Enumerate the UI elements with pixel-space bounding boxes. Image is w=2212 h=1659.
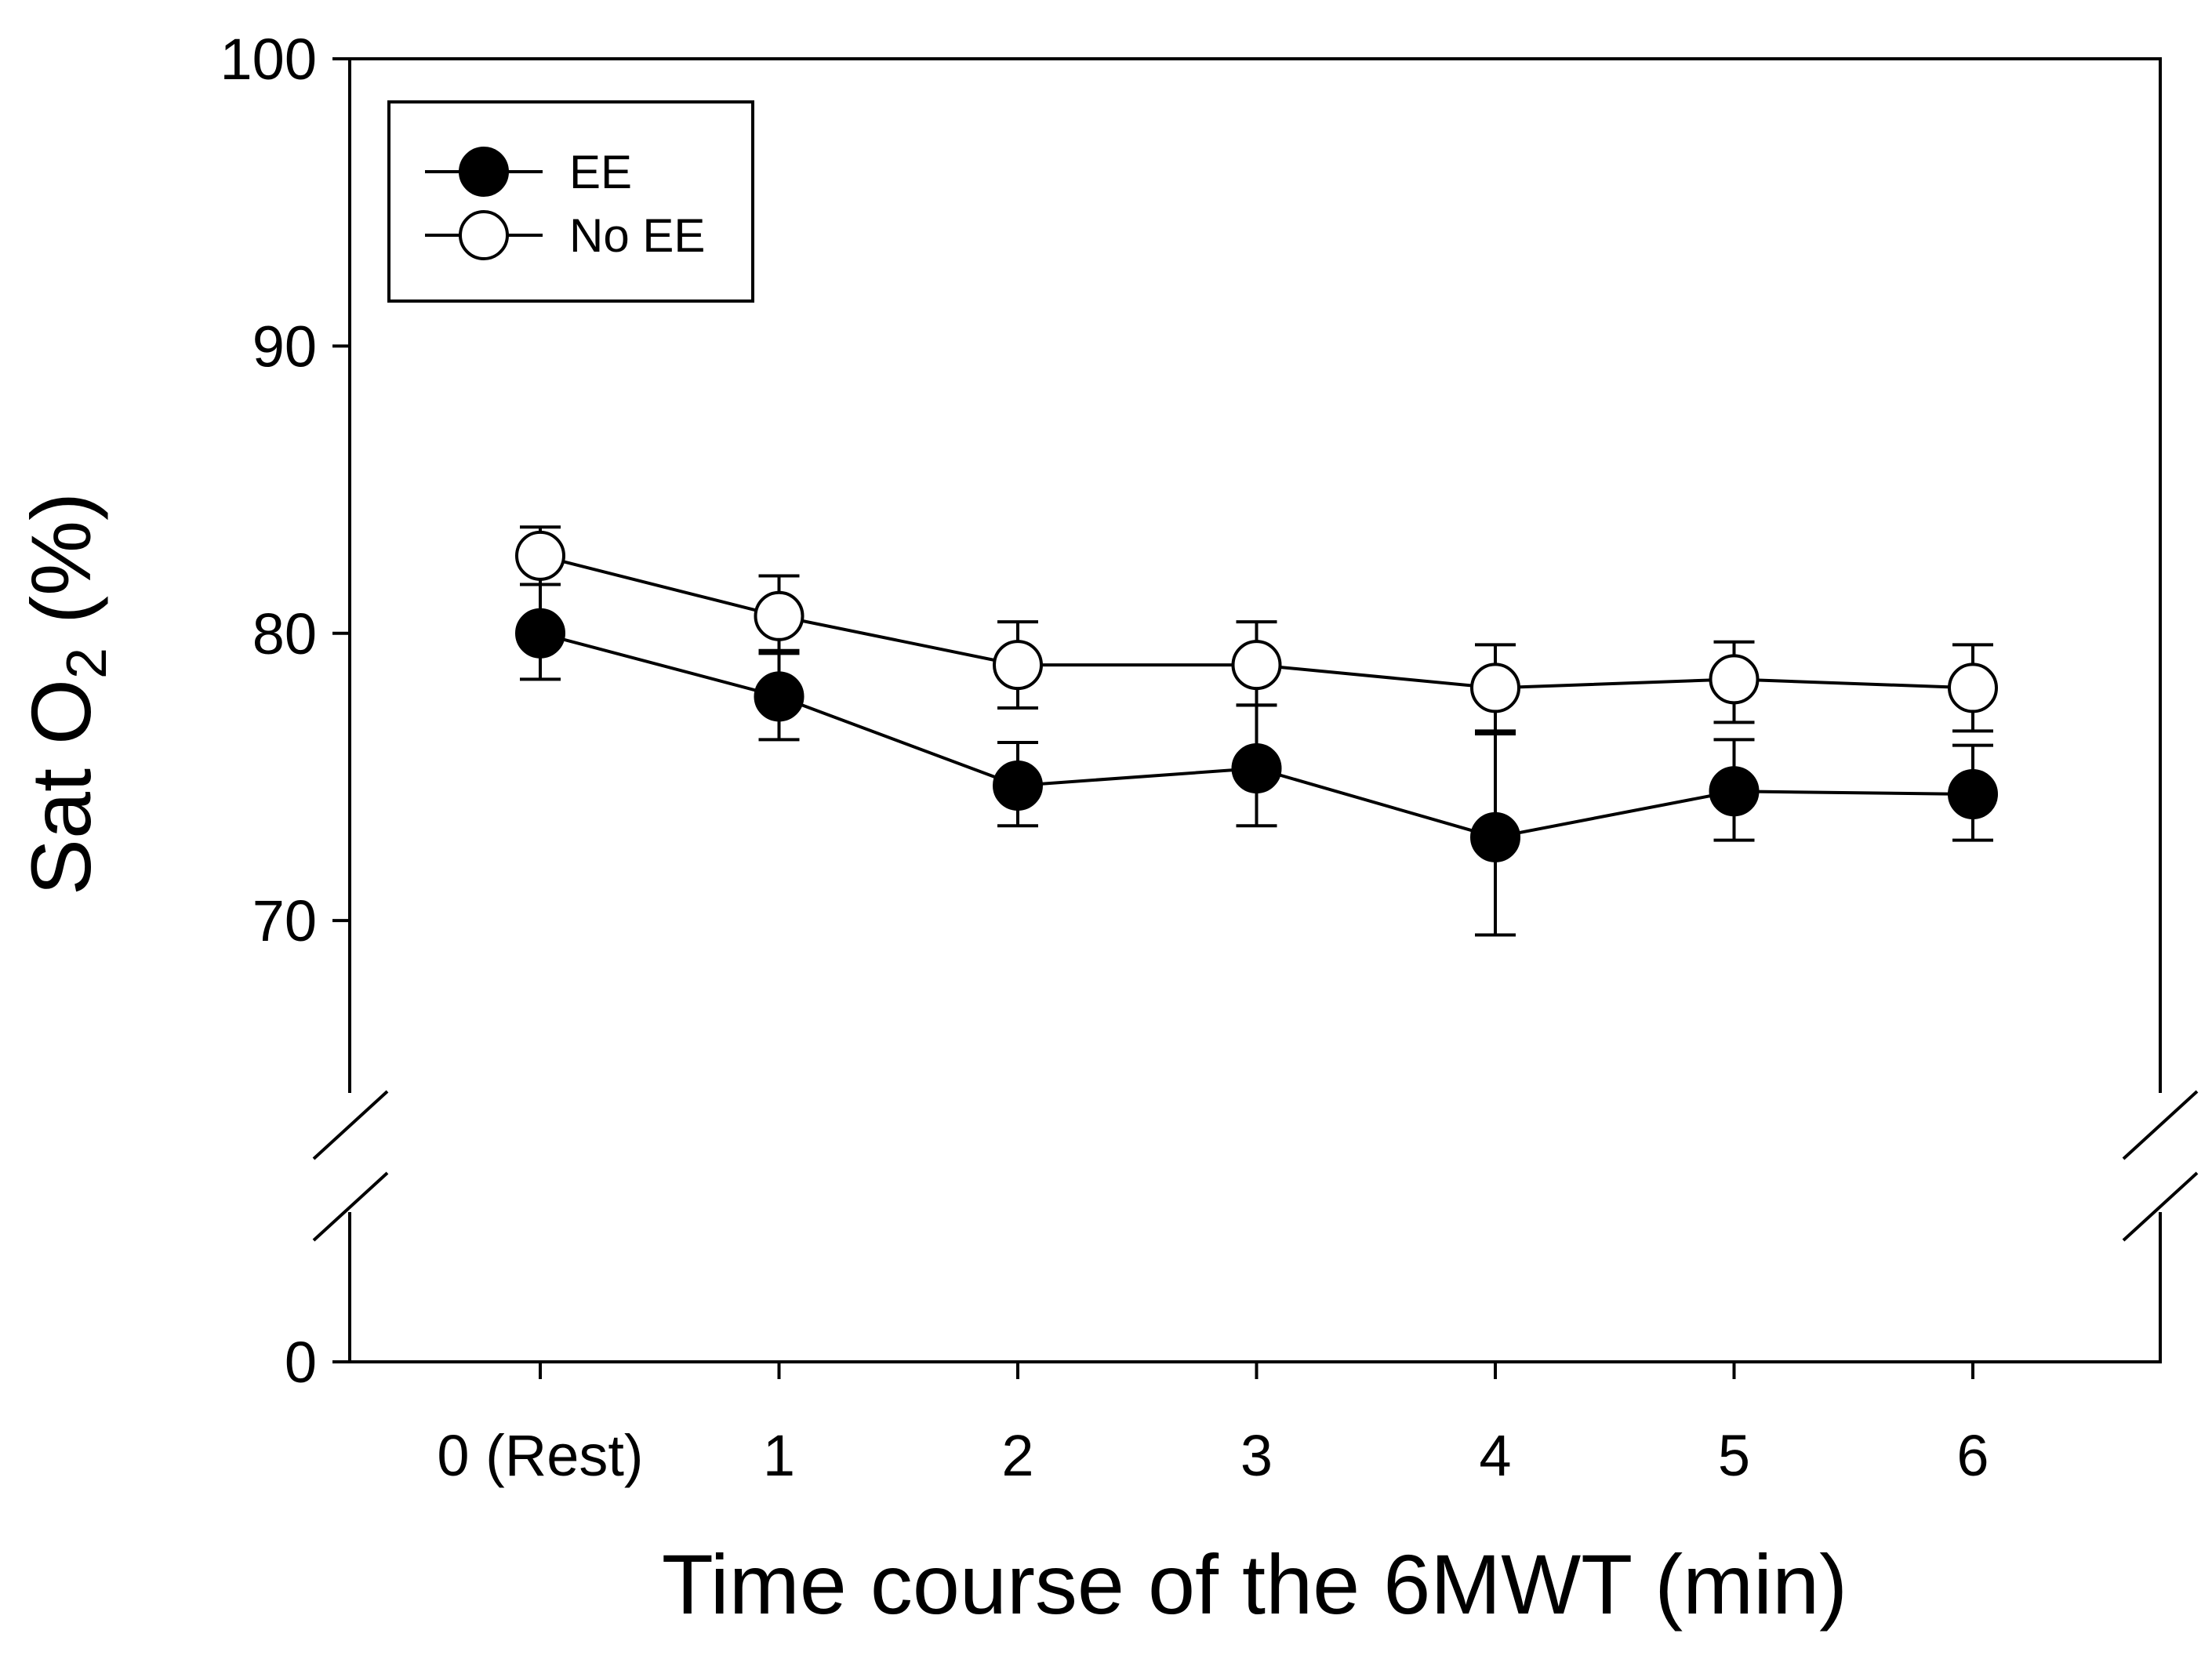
axis-break-mark [312,1090,389,1160]
data-point-no-ee [1470,663,1520,713]
data-point-no-ee [1948,663,1998,713]
data-point-no-ee [754,590,805,641]
legend-label-noee: No EE [569,209,705,262]
y-ticks: 70 80 90 100 0 [220,27,350,1395]
legend-label-ee: EE [569,146,632,198]
legend-marker-ee [459,147,509,197]
data-point-no-ee [1709,654,1760,705]
data-point-ee [993,760,1043,811]
y-tick-label: 100 [220,27,317,92]
data-point-no-ee [993,640,1043,691]
y-axis-title-main: Sat O [13,679,108,895]
legend-marker-noee [459,210,509,260]
data-point-no-ee [515,530,565,581]
axis-break-mark [2122,1171,2199,1242]
x-axis-title: Time course of the 6MWT (min) [662,1537,1847,1632]
y-tick-label: 0 [285,1330,317,1395]
axis-break-mark [2122,1090,2199,1160]
y-tick-label: 70 [252,888,317,953]
data-point-ee [1948,768,1998,819]
x-tick-label: 0 (Rest) [437,1423,643,1488]
data-point-ee [1709,766,1760,817]
x-tick-label: 5 [1718,1423,1750,1488]
legend-box [387,100,754,303]
x-tick-label: 6 [1956,1423,1989,1488]
y-axis-title-tail: (%) [13,492,108,648]
y-tick-label: 90 [252,314,317,379]
y-axis-title: Sat O2 (%) [13,492,118,895]
legend: EE No EE [387,100,754,303]
data-point-ee [1470,811,1520,862]
x-tick-label: 1 [763,1423,795,1488]
data-point-ee [754,671,805,722]
axis-break-mark [312,1171,389,1242]
data-point-ee [515,608,565,659]
data-point-no-ee [1231,640,1282,691]
x-ticks: 0 (Rest) 1 2 3 4 5 6 [437,1362,1989,1488]
error-bars [520,525,1993,937]
y-axis-title-subscript: 2 [56,648,118,679]
data-point-ee [1231,742,1282,793]
x-tick-label: 4 [1479,1423,1511,1488]
y-tick-label: 80 [252,601,317,666]
x-tick-label: 2 [1001,1423,1033,1488]
series-markers [515,530,1998,862]
x-tick-label: 3 [1240,1423,1273,1488]
